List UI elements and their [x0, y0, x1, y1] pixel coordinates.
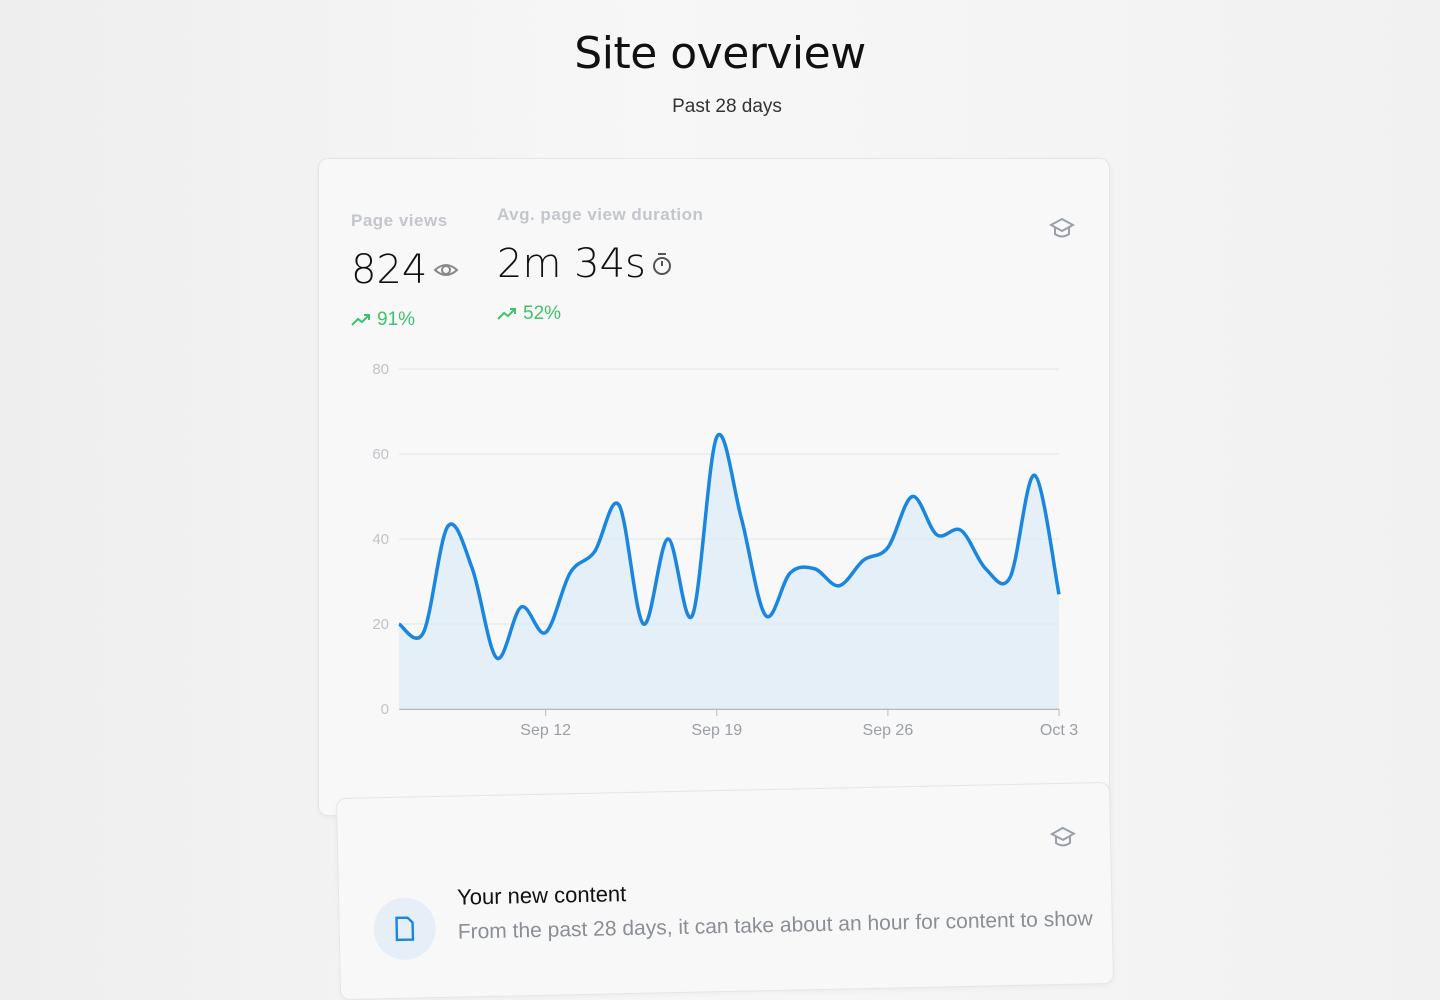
- metric-avg-duration: Avg. page view duration 2m 34s 52%: [497, 205, 703, 325]
- graduation-cap-icon[interactable]: [1049, 824, 1077, 851]
- y-tick-label: 40: [372, 531, 389, 548]
- metric-change: 91%: [377, 309, 416, 330]
- metric-label: Avg. page view duration: [497, 205, 704, 224]
- x-tick-label: Sep 19: [691, 722, 742, 739]
- eye-icon: [433, 264, 459, 276]
- metric-change: 52%: [523, 303, 562, 324]
- metric-label: Page views: [351, 211, 448, 230]
- trending-up-icon: [351, 314, 370, 326]
- document-icon-wrap: [373, 897, 437, 961]
- content-title: Your new content: [456, 881, 627, 910]
- trending-up-icon: [497, 308, 516, 320]
- overview-card: Page views 824 91% Avg. page view durati…: [318, 158, 1110, 816]
- series-line: [397, 432, 1061, 660]
- y-tick-label: 0: [381, 701, 389, 718]
- metric-page-views: Page views 824 91%: [351, 211, 459, 331]
- document-icon: [395, 916, 415, 942]
- graduation-cap-icon[interactable]: [1049, 215, 1075, 241]
- x-tick-label: Sep 26: [863, 722, 914, 739]
- y-tick-label: 20: [372, 616, 389, 633]
- area-fill: [399, 434, 1059, 709]
- new-content-card: Your new content From the past 28 days, …: [335, 781, 1115, 1000]
- x-tick-label: Oct 3: [1040, 722, 1078, 739]
- content-subtitle: From the past 28 days, it can take about…: [457, 907, 1093, 944]
- page-subtitle: Past 28 days: [672, 96, 782, 117]
- x-tick-label: Sep 12: [520, 722, 571, 739]
- y-tick-label: 60: [372, 446, 389, 463]
- metric-value: 824: [351, 247, 428, 293]
- stopwatch-icon: [652, 253, 671, 275]
- y-tick-label: 80: [372, 361, 389, 378]
- page-views-chart: 0 20 40 60 80 Sep 12 Sep 19 Sep 26 Oct 3: [372, 361, 1078, 739]
- page-title: Site overview: [574, 28, 866, 79]
- metric-value: 2m 34s: [497, 241, 646, 287]
